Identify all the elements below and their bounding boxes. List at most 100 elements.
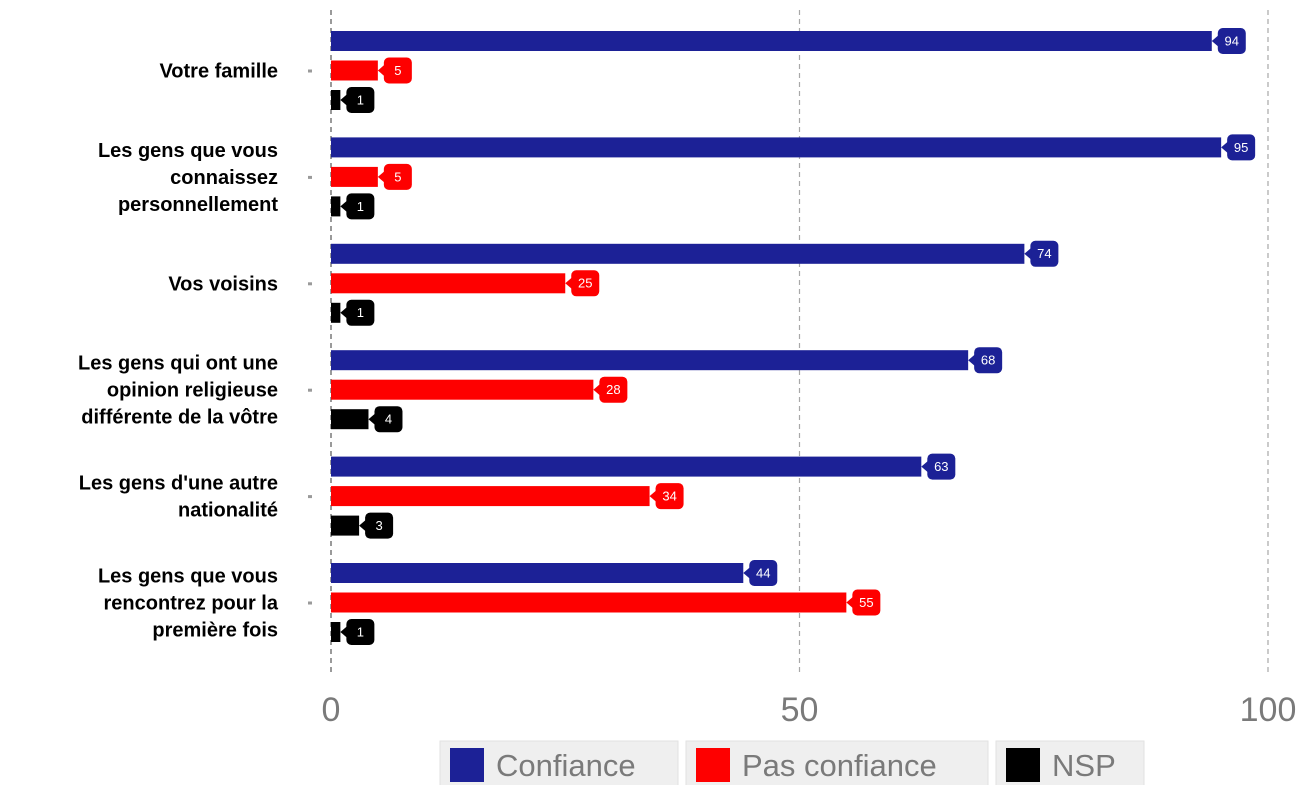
value-badge-box — [383, 57, 412, 84]
value-badge-pointer — [743, 567, 751, 579]
value-badge: 1 — [340, 87, 375, 113]
category-labels: Votre famille Les gens que vous connaissez… — [78, 61, 312, 642]
value-label: 28 — [606, 382, 620, 397]
value-badge-box — [599, 376, 628, 403]
value-badge-pointer — [846, 596, 854, 609]
category-group: 74 25 1 — [331, 240, 1059, 326]
value-badge-pointer — [340, 94, 348, 106]
value-badge-pointer — [1024, 247, 1032, 260]
value-badge-box — [1030, 240, 1059, 267]
value-badge: 5 — [377, 163, 412, 190]
value-label: 68 — [981, 353, 995, 368]
x-axis-ticks: 0 50 100 — [322, 691, 1297, 729]
value-badge-pointer — [340, 626, 348, 638]
category-label: Votre famille — [159, 61, 278, 83]
value-badge: 44 — [743, 560, 778, 586]
bar — [331, 515, 360, 536]
grid-lines — [330, 10, 1269, 672]
bar — [331, 302, 341, 323]
value-badge: 4 — [368, 406, 403, 433]
y-tick-mark — [308, 175, 312, 179]
legend-swatch — [450, 748, 484, 782]
legend-label: Pas confiance — [742, 748, 937, 783]
value-badge-box — [927, 453, 956, 480]
value-badge-pointer — [377, 64, 385, 77]
bar — [331, 486, 650, 507]
bar — [331, 137, 1222, 158]
value-badge-pointer — [368, 413, 376, 426]
value-label: 1 — [357, 624, 364, 639]
value-badge-box — [346, 299, 375, 326]
value-label: 4 — [385, 412, 392, 427]
value-badge-box — [852, 589, 881, 616]
x-tick-label: 0 — [322, 691, 341, 729]
value-badge-box — [374, 406, 403, 433]
bar — [331, 622, 341, 642]
bar — [331, 379, 594, 400]
category-label: Les gens que vous connaissez personnelleme… — [98, 140, 278, 216]
y-tick-mark — [308, 601, 312, 605]
legend-label: Confiance — [496, 748, 636, 783]
value-badge-pointer — [593, 383, 601, 396]
bar — [331, 60, 378, 81]
value-badge: 68 — [968, 347, 1003, 374]
value-badge-box — [655, 483, 684, 510]
value-label: 1 — [357, 92, 364, 107]
value-badge-pointer — [340, 306, 348, 319]
legend-swatch — [1006, 748, 1040, 782]
value-label: 94 — [1225, 33, 1239, 48]
category-label: Les gens qui ont une opinion religieuse di… — [78, 353, 278, 429]
value-label: 5 — [394, 169, 401, 184]
value-badge-box — [346, 193, 375, 220]
category-label: Les gens d'une autre nationalité — [79, 473, 278, 522]
category-group: 95 5 1 — [331, 134, 1256, 220]
value-badge-box — [346, 619, 375, 645]
value-badge-pointer — [968, 354, 976, 367]
y-tick-mark — [308, 388, 312, 392]
x-tick-label: 100 — [1240, 691, 1297, 729]
value-label: 34 — [662, 489, 676, 504]
value-label: 95 — [1234, 140, 1248, 155]
value-badge-box — [1227, 134, 1256, 161]
value-badge-box — [749, 560, 778, 586]
value-badge: 34 — [649, 483, 684, 510]
value-badge-box — [571, 270, 600, 297]
legend-item: NSP — [995, 740, 1145, 785]
value-badge-pointer — [359, 519, 367, 532]
legend-item: Pas confiance — [685, 740, 989, 785]
category-group: 68 28 4 — [331, 347, 1003, 433]
value-badge: 1 — [340, 299, 375, 326]
value-badge: 28 — [593, 376, 628, 403]
value-label: 63 — [934, 459, 948, 474]
category-group: 44 55 1 — [331, 560, 881, 645]
value-badge-pointer — [340, 200, 348, 213]
value-badge: 94 — [1211, 28, 1246, 54]
category-label: Les gens que vous rencontrez pour la premi… — [98, 566, 279, 642]
value-badge: 5 — [377, 57, 412, 84]
legend-label: NSP — [1052, 748, 1116, 783]
bar — [331, 243, 1025, 264]
bar — [331, 409, 369, 430]
legend: Confiance Pas confiance NSP — [439, 740, 1145, 785]
category-group: 63 34 3 — [331, 453, 956, 539]
value-badge-pointer — [1211, 35, 1219, 47]
y-tick-mark — [308, 282, 312, 286]
value-badge-pointer — [921, 460, 929, 473]
bar — [331, 31, 1212, 51]
value-badge: 1 — [340, 619, 375, 645]
value-label: 25 — [578, 276, 592, 291]
value-badge-box — [974, 347, 1003, 374]
y-tick-mark — [308, 69, 312, 73]
legend-item-box — [685, 740, 989, 785]
value-badge: 3 — [359, 512, 394, 539]
value-badge-pointer — [377, 170, 385, 183]
value-badge-pointer — [565, 277, 573, 290]
value-badge: 95 — [1221, 134, 1256, 161]
value-label: 74 — [1037, 246, 1051, 261]
value-badge-pointer — [1221, 141, 1229, 154]
value-badge: 74 — [1024, 240, 1059, 267]
legend-item: Confiance — [439, 740, 679, 785]
category-label: Vos voisins — [168, 273, 278, 295]
value-badge-box — [365, 512, 394, 539]
